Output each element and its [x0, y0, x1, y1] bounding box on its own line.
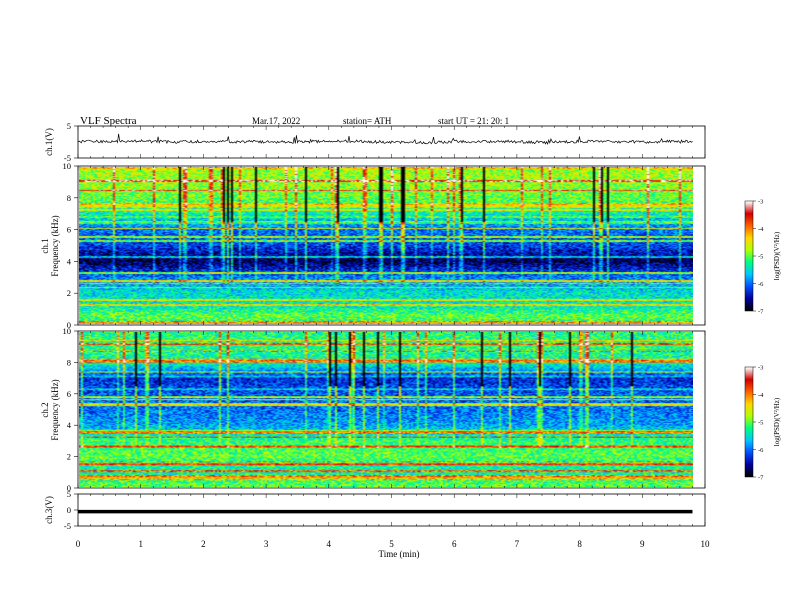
time-xtick-label: 10: [701, 539, 711, 549]
ch2-spectrogram-ytick-label: 0: [67, 483, 71, 493]
ch2-colorbar-tick-label: -4: [758, 392, 764, 399]
ch1-colorbar-tick-label: -3: [758, 199, 763, 206]
ch1-colorbar: [745, 201, 753, 311]
ch3-waveform-ytick-label: -5: [64, 521, 71, 531]
ch1-spectrogram-ytick-label: 10: [63, 161, 72, 171]
time-xtick-label: 4: [327, 539, 332, 549]
ch1-spectrogram-ytick-label: 2: [67, 288, 71, 298]
ch3-waveform-ylabel: ch.3(V): [44, 496, 54, 524]
time-xtick-label: 5: [389, 539, 394, 549]
time-xtick-label: 6: [452, 539, 457, 549]
time-xtick-label: 9: [640, 539, 645, 549]
time-xtick-label: 8: [577, 539, 582, 549]
ch2-spectrogram-ytick-label: 8: [67, 357, 71, 367]
date-label: Mar.17, 2022: [252, 116, 300, 126]
ch1-colorbar-label: log(PSD)(V²/Hz): [773, 231, 781, 280]
ch3-waveform-ytick-label: 5: [67, 489, 71, 499]
time-xtick-label: 7: [515, 539, 520, 549]
ch2-spectrogram-ytick-label: 2: [67, 452, 71, 462]
ch1-spectrogram-ylabel-frequency: Frequency (kHz): [50, 215, 60, 276]
ch2-colorbar-label: log(PSD)(V²/Hz): [773, 397, 781, 446]
ch2-spectrogram-ytick-label: 4: [67, 420, 72, 430]
ch1-colorbar-tick-label: -5: [758, 254, 763, 261]
ch2-spectrogram-ylabel-frequency: Frequency (kHz): [50, 379, 60, 440]
start-time-label: start UT = 21: 20: 1: [438, 116, 509, 126]
ch1-waveform-ylabel: ch.1(V): [44, 128, 54, 156]
ch2-spectrogram-ytick-label: 6: [67, 389, 71, 399]
ch1-waveform-ytick-label: -5: [64, 153, 71, 163]
time-xtick-label: 0: [76, 539, 81, 549]
ch1-spectrogram-ytick-label: 8: [67, 193, 71, 203]
ch1-colorbar-tick-label: -7: [758, 309, 764, 316]
ch3-waveform-ytick-label: 0: [67, 505, 71, 515]
time-xtick-label: 1: [138, 539, 143, 549]
time-xtick-label: 2: [201, 539, 206, 549]
ch2-spectrogram-ylabel-channel: ch.2: [40, 402, 50, 417]
ch2-colorbar-tick-label: -3: [758, 365, 763, 372]
ch1-spectrogram-image: [79, 167, 693, 324]
ch1-spectrogram-ylabel-channel: ch.1: [40, 238, 50, 253]
ch2-colorbar-tick-label: -7: [758, 475, 764, 482]
ch1-colorbar-tick-label: -6: [758, 281, 764, 288]
dynamic-chart-layer: -3-4-5-6-7-3-4-5-6-75-50246810024681050-…: [63, 121, 765, 549]
ch2-colorbar: [745, 367, 753, 477]
ch1-spectrogram-ytick-label: 4: [67, 256, 72, 266]
ch1-waveform-line: [77, 133, 693, 145]
ch1-colorbar-tick-label: -4: [758, 226, 764, 233]
ch1-spectrogram-ytick-label: 0: [67, 320, 71, 330]
ch2-colorbar-tick-label: -5: [758, 420, 763, 427]
time-xlabel: Time (min): [379, 549, 420, 559]
time-xtick-label: 3: [264, 539, 269, 549]
ch2-spectrogram-ytick-label: 10: [63, 326, 72, 336]
chart-title: VLF Spectra: [80, 115, 137, 127]
ch2-spectrogram-image: [79, 332, 693, 487]
station-label: station= ATH: [343, 116, 392, 126]
ch1-waveform-ytick-label: 5: [67, 121, 71, 131]
ch1-spectrogram-ytick-label: 6: [67, 225, 71, 235]
ch2-colorbar-tick-label: -6: [758, 447, 764, 454]
